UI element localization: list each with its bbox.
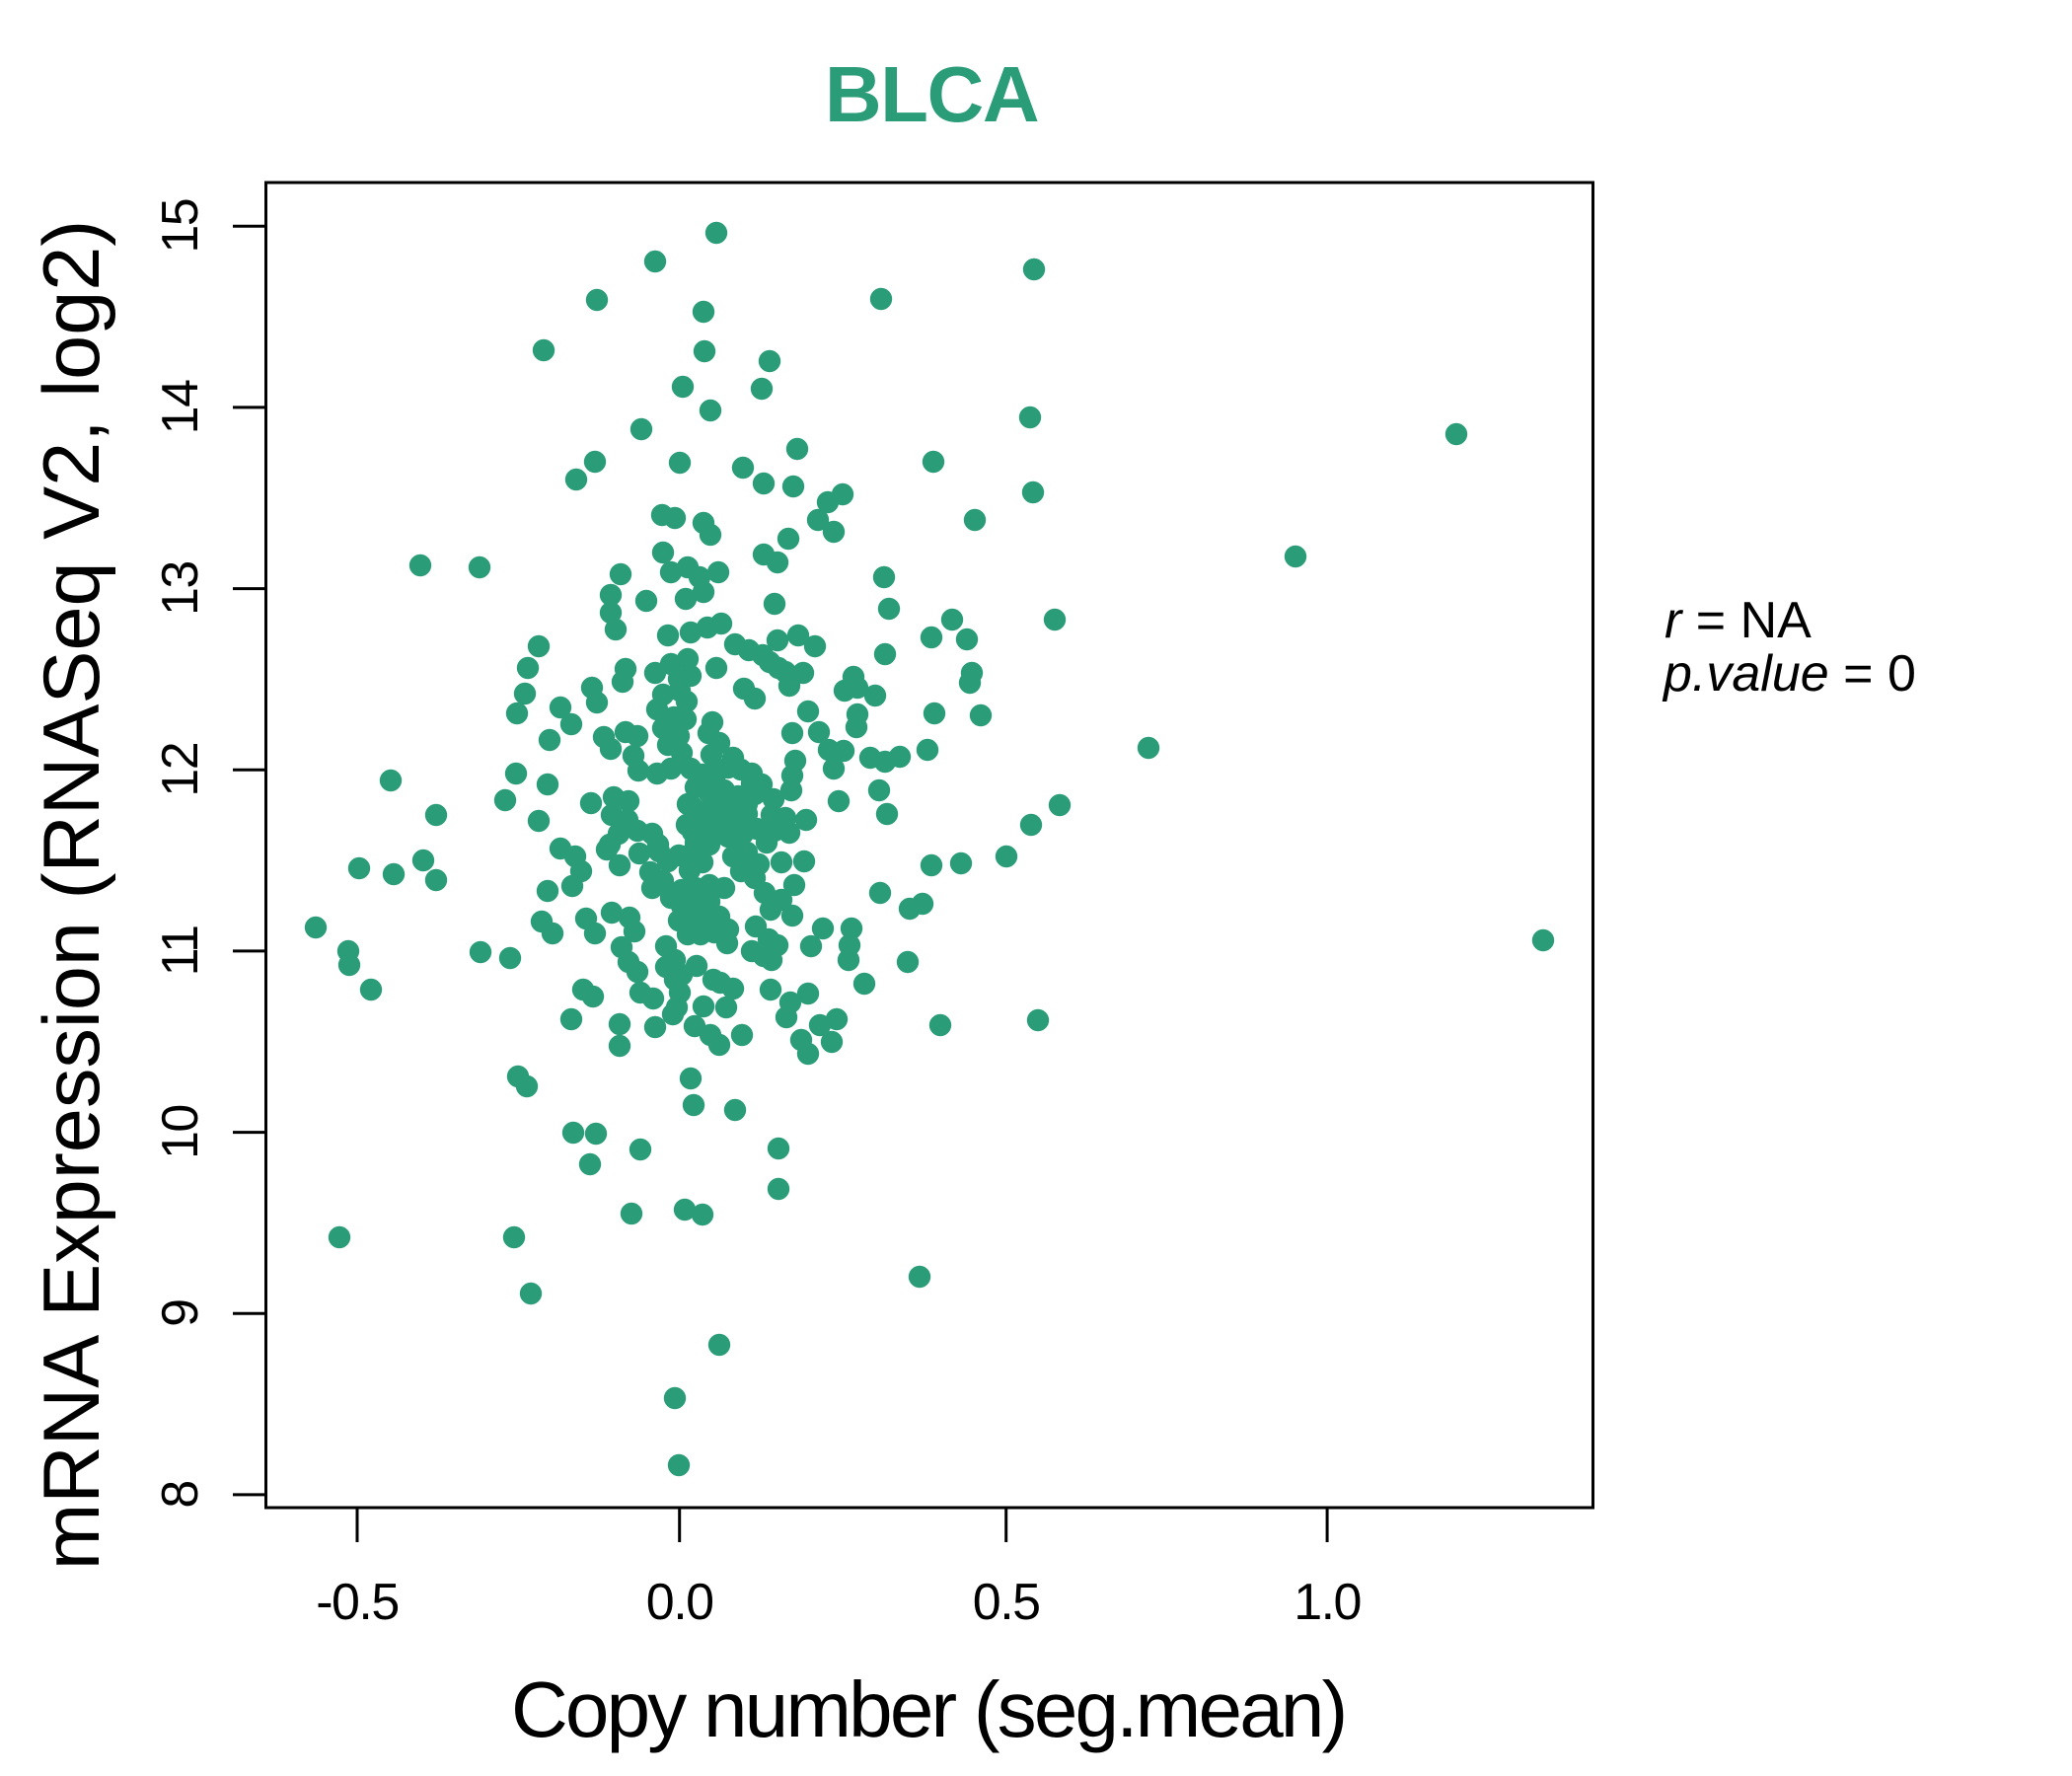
svg-text:11: 11 xyxy=(152,925,209,976)
svg-text:BLCA: BLCA xyxy=(825,50,1038,138)
svg-text:12: 12 xyxy=(152,743,209,797)
svg-text:13: 13 xyxy=(152,561,209,616)
svg-text:10: 10 xyxy=(152,1105,209,1159)
svg-text:8: 8 xyxy=(152,1481,209,1508)
svg-text:r = NA: r = NA xyxy=(1665,592,1812,649)
svg-text:0.5: 0.5 xyxy=(973,1574,1040,1631)
svg-text:Copy number (seg.mean): Copy number (seg.mean) xyxy=(511,1665,1345,1753)
svg-text:-0.5: -0.5 xyxy=(316,1574,399,1631)
svg-text:14: 14 xyxy=(152,380,209,434)
svg-text:mRNA Expression (RNASeq V2, lo: mRNA Expression (RNASeq V2, log2) xyxy=(28,220,116,1571)
svg-text:9: 9 xyxy=(152,1299,209,1326)
svg-text:15: 15 xyxy=(152,199,209,254)
svg-text:0.0: 0.0 xyxy=(646,1574,713,1631)
svg-text:p.value = 0: p.value = 0 xyxy=(1662,645,1916,703)
svg-text:1.0: 1.0 xyxy=(1294,1574,1361,1631)
